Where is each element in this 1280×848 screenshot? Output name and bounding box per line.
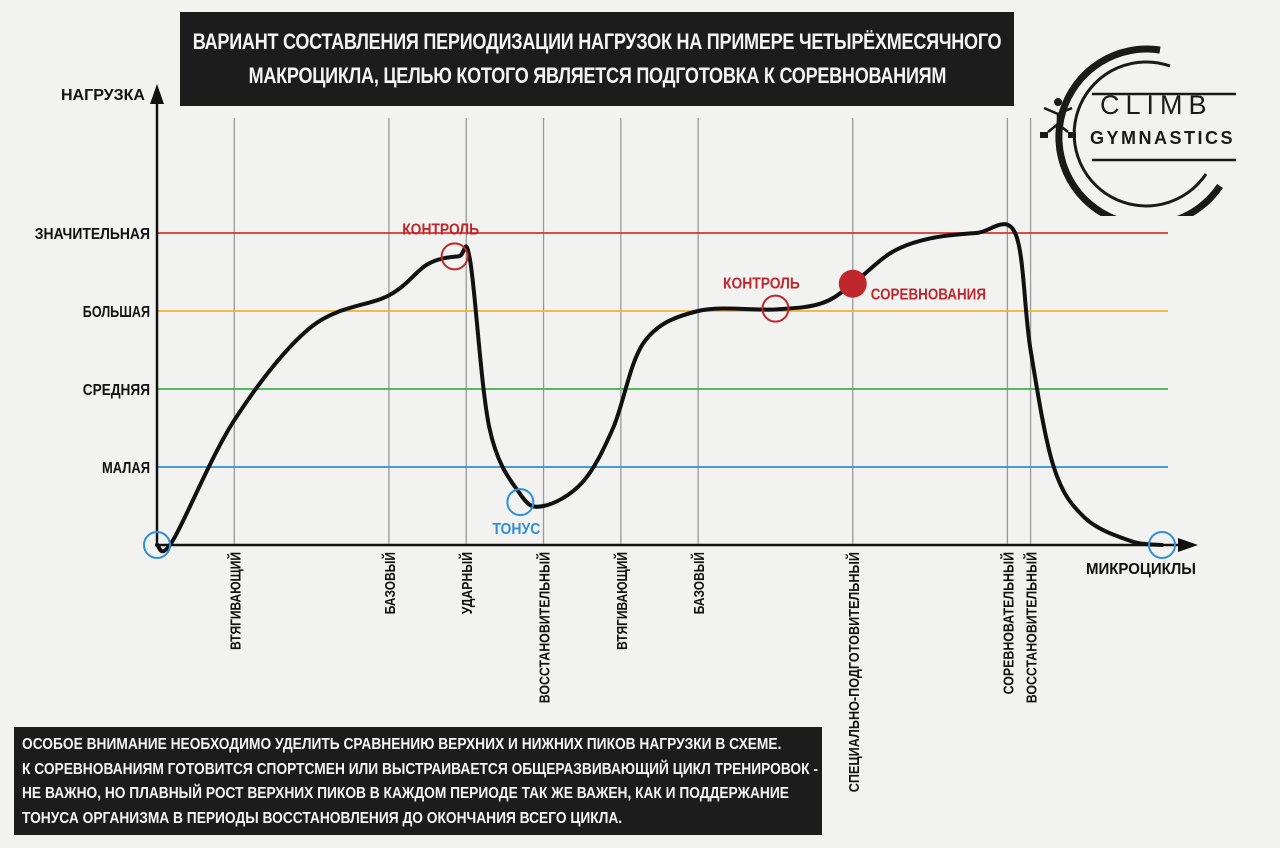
athlete-figure-icon <box>1040 98 1076 138</box>
microcycle-label: ВОССТАНОВИТЕЛЬНЫЙ <box>1023 552 1041 703</box>
level-label: МАЛАЯ <box>102 460 150 477</box>
x-axis-label: МИКРОЦИКЛЫ <box>1086 561 1196 578</box>
microcycle-label: СПЕЦИАЛЬНО-ПОДГОТОВИТЕЛЬНЫЙ <box>845 552 863 792</box>
logo-text-gymnastics: GYMNASTICS <box>1090 128 1235 148</box>
y-axis-arrow <box>150 84 164 104</box>
marker-competition <box>838 269 867 298</box>
marker-end <box>1148 531 1176 559</box>
level-label: СРЕДНЯЯ <box>83 382 150 399</box>
microcycle-label: ВТЯГИВАЮЩИЙ <box>613 552 631 650</box>
marker-control-1 <box>440 242 469 271</box>
logo-text-climb: CLIMB <box>1100 90 1213 120</box>
chart-title: ВАРИАНТ СОСТАВЛЕНИЯ ПЕРИОДИЗАЦИИ НАГРУЗО… <box>180 12 1014 106</box>
microcycle-label: СОРЕВНОВАТЕЛЬНЫЙ <box>999 552 1017 694</box>
marker-start <box>143 531 171 559</box>
microcycle-label: ВОССТАНОВИТЕЛЬНЫЙ <box>536 552 554 703</box>
note-line-3: НЕ ВАЖНО, НО ПЛАВНЫЙ РОСТ ВЕРХНИХ ПИКОВ … <box>22 785 789 802</box>
marker-tonus <box>506 488 535 517</box>
note-line-2: К СОРЕВНОВАНИЯМ ГОТОВИТСЯ СПОРТСМЕН ИЛИ … <box>22 760 818 778</box>
note-line-1: ОСОБОЕ ВНИМАНИЕ НЕОБХОДИМО УДЕЛИТЬ СРАВН… <box>22 736 782 753</box>
y-axis-label: НАГРУЗКА <box>61 87 145 104</box>
x-axis-arrow <box>1178 538 1198 552</box>
chart-title-line-1: ВАРИАНТ СОСТАВЛЕНИЯ ПЕРИОДИЗАЦИИ НАГРУЗО… <box>192 29 1002 54</box>
chart-title-line-2: МАКРОЦИКЛА, ЦЕЛЬЮ КОТОГО ЯВЛЯЕТСЯ ПОДГОТ… <box>248 63 946 88</box>
marker-control-2 <box>761 294 790 323</box>
microcycle-label: ВТЯГИВАЮЩИЙ <box>226 552 244 650</box>
marker-label-tonus: ТОНУС <box>492 521 540 538</box>
load-curve <box>155 222 1164 554</box>
note-box: ОСОБОЕ ВНИМАНИЕ НЕОБХОДИМО УДЕЛИТЬ СРАВН… <box>14 727 822 835</box>
microcycle-label: УДАРНЫЙ <box>458 552 476 614</box>
level-label: БОЛЬШАЯ <box>83 304 150 321</box>
microcycle-label: БАЗОВЫЙ <box>381 552 399 614</box>
note-line-4: ТОНУСА ОРГАНИЗМА В ПЕРИОДЫ ВОССТАНОВЛЕНИ… <box>22 809 623 827</box>
microcycle-label: БАЗОВЫЙ <box>690 552 708 614</box>
marker-label-control-2: КОНТРОЛЬ <box>723 276 800 293</box>
level-label: ЗНАЧИТЕЛЬНАЯ <box>35 226 150 243</box>
marker-label-control-1: КОНТРОЛЬ <box>402 221 479 238</box>
climb-gymnastics-logo: CLIMB GYMNASTICS <box>1040 45 1236 216</box>
marker-label-competition: СОРЕВНОВАНИЯ <box>871 287 986 304</box>
